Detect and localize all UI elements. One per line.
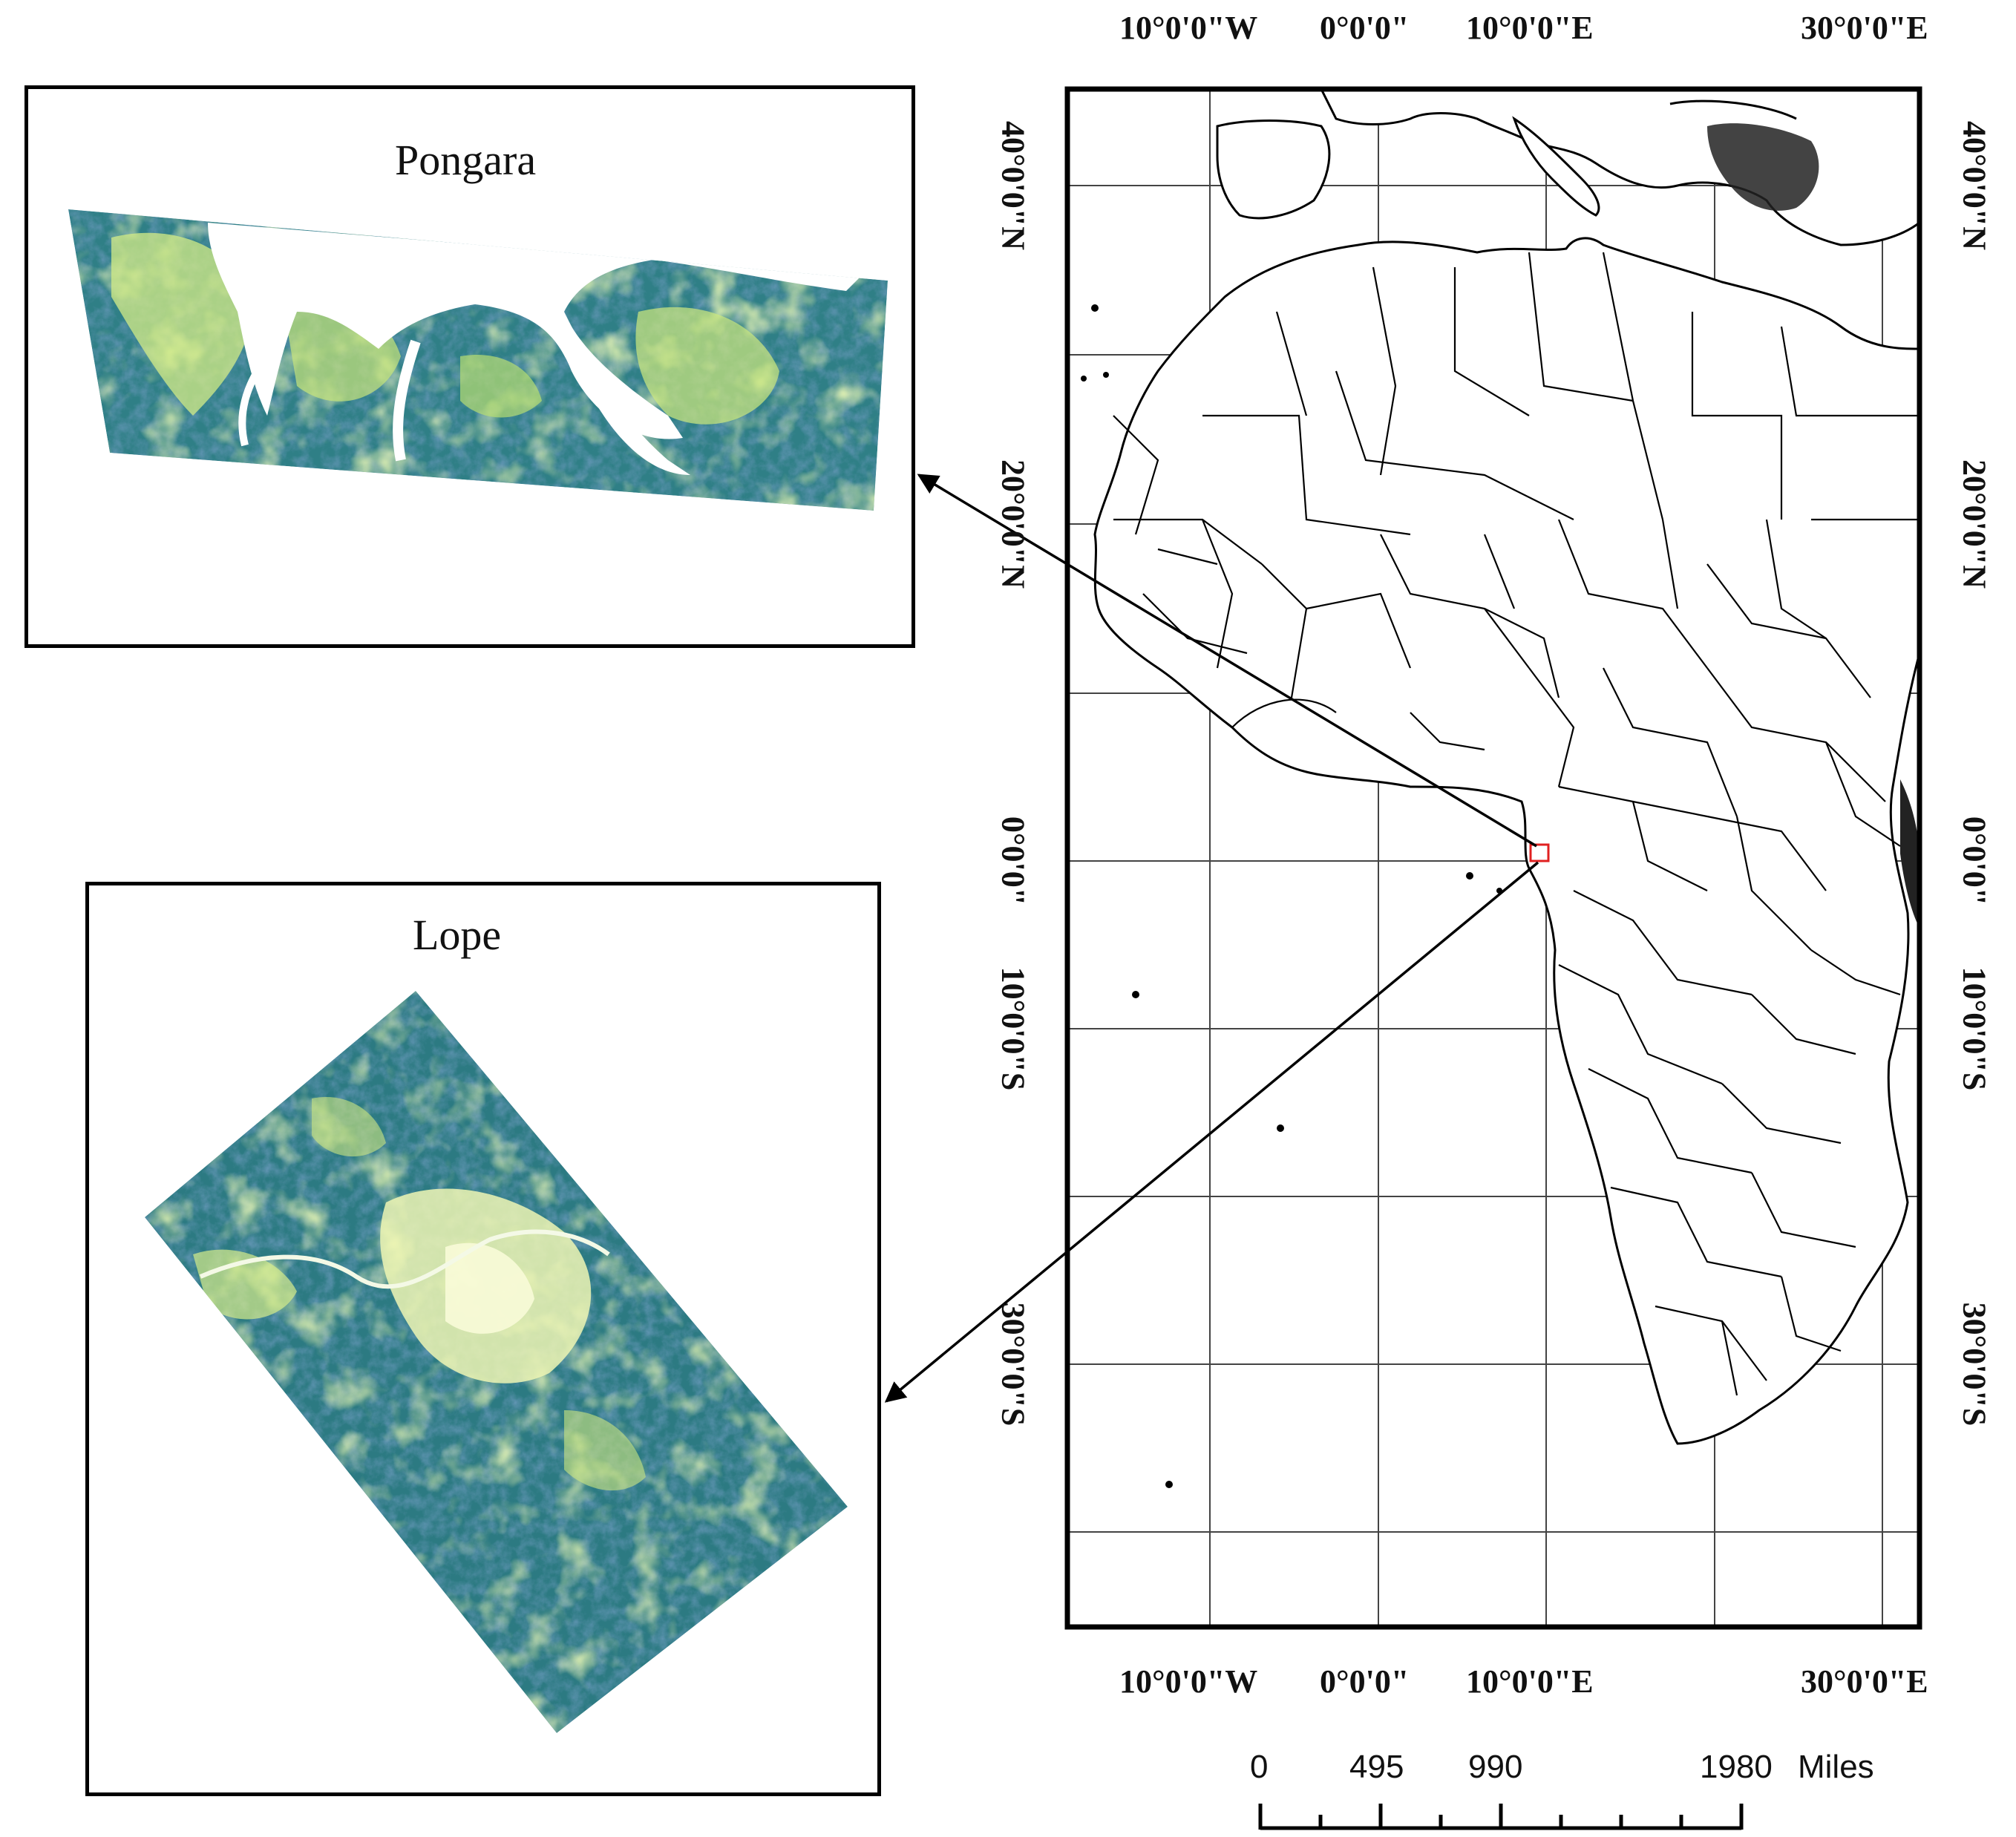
lope-inset-frame — [85, 882, 881, 1796]
lat-label-right-30s: 30°0'0"S — [1956, 1302, 1993, 1427]
scale-tick-0: 0 — [1250, 1749, 1269, 1785]
scale-tick-990: 990 — [1468, 1749, 1523, 1785]
lope-title: Lope — [413, 911, 502, 959]
pongara-image — [68, 209, 888, 511]
lon-label-bottom-10w: 10°0'0"W — [1119, 1663, 1258, 1700]
italy-outline — [1512, 116, 1600, 217]
lon-label-bottom-10e: 10°0'0"E — [1466, 1663, 1594, 1700]
lat-label-right-20n: 20°0'0"N — [1956, 459, 1993, 589]
lat-label-right-10s: 10°0'0"S — [1956, 966, 1993, 1091]
lat-label-left-0: 0°0'0" — [995, 816, 1032, 906]
pongara-title: Pongara — [395, 136, 537, 184]
lat-label-right-40n: 40°0'0"N — [1956, 120, 1993, 251]
lat-label-left-30s: 30°0'0"S — [995, 1302, 1032, 1427]
lat-label-right-0: 0°0'0" — [1956, 816, 1993, 906]
scale-tick-1980: 1980 — [1700, 1749, 1773, 1785]
lon-label-top-30e: 30°0'0"E — [1801, 10, 1928, 46]
lon-label-bottom-0: 0°0'0" — [1320, 1663, 1410, 1700]
study-area-marker — [1529, 843, 1550, 862]
iberia-outline — [1216, 119, 1331, 220]
africa-outline — [1093, 237, 1920, 1445]
greece-balkans — [1707, 123, 1819, 211]
lon-label-top-10e: 10°0'0"E — [1466, 10, 1594, 46]
admin-boundaries — [1113, 252, 1920, 1396]
map-frame — [1064, 86, 1922, 1630]
scale-unit: Miles — [1798, 1749, 1874, 1785]
scale-tick-495: 495 — [1349, 1749, 1404, 1785]
arrow-to-lope — [884, 861, 1539, 1403]
lon-label-bottom-30e: 30°0'0"E — [1801, 1663, 1928, 1700]
africa-map — [1064, 86, 1922, 1630]
lat-label-left-10s: 10°0'0"S — [995, 966, 1032, 1091]
pongara-inset-frame — [24, 85, 915, 648]
lon-label-top-0: 0°0'0" — [1320, 10, 1410, 46]
lat-label-left-20n: 20°0'0"N — [995, 459, 1032, 589]
arrow-to-pongara — [917, 474, 1537, 848]
lon-label-top-10w: 10°0'0"W — [1119, 10, 1258, 46]
lope-image — [145, 991, 848, 1733]
scale-bar — [1258, 1804, 1744, 1830]
lat-label-left-40n: 40°0'0"N — [995, 120, 1032, 251]
